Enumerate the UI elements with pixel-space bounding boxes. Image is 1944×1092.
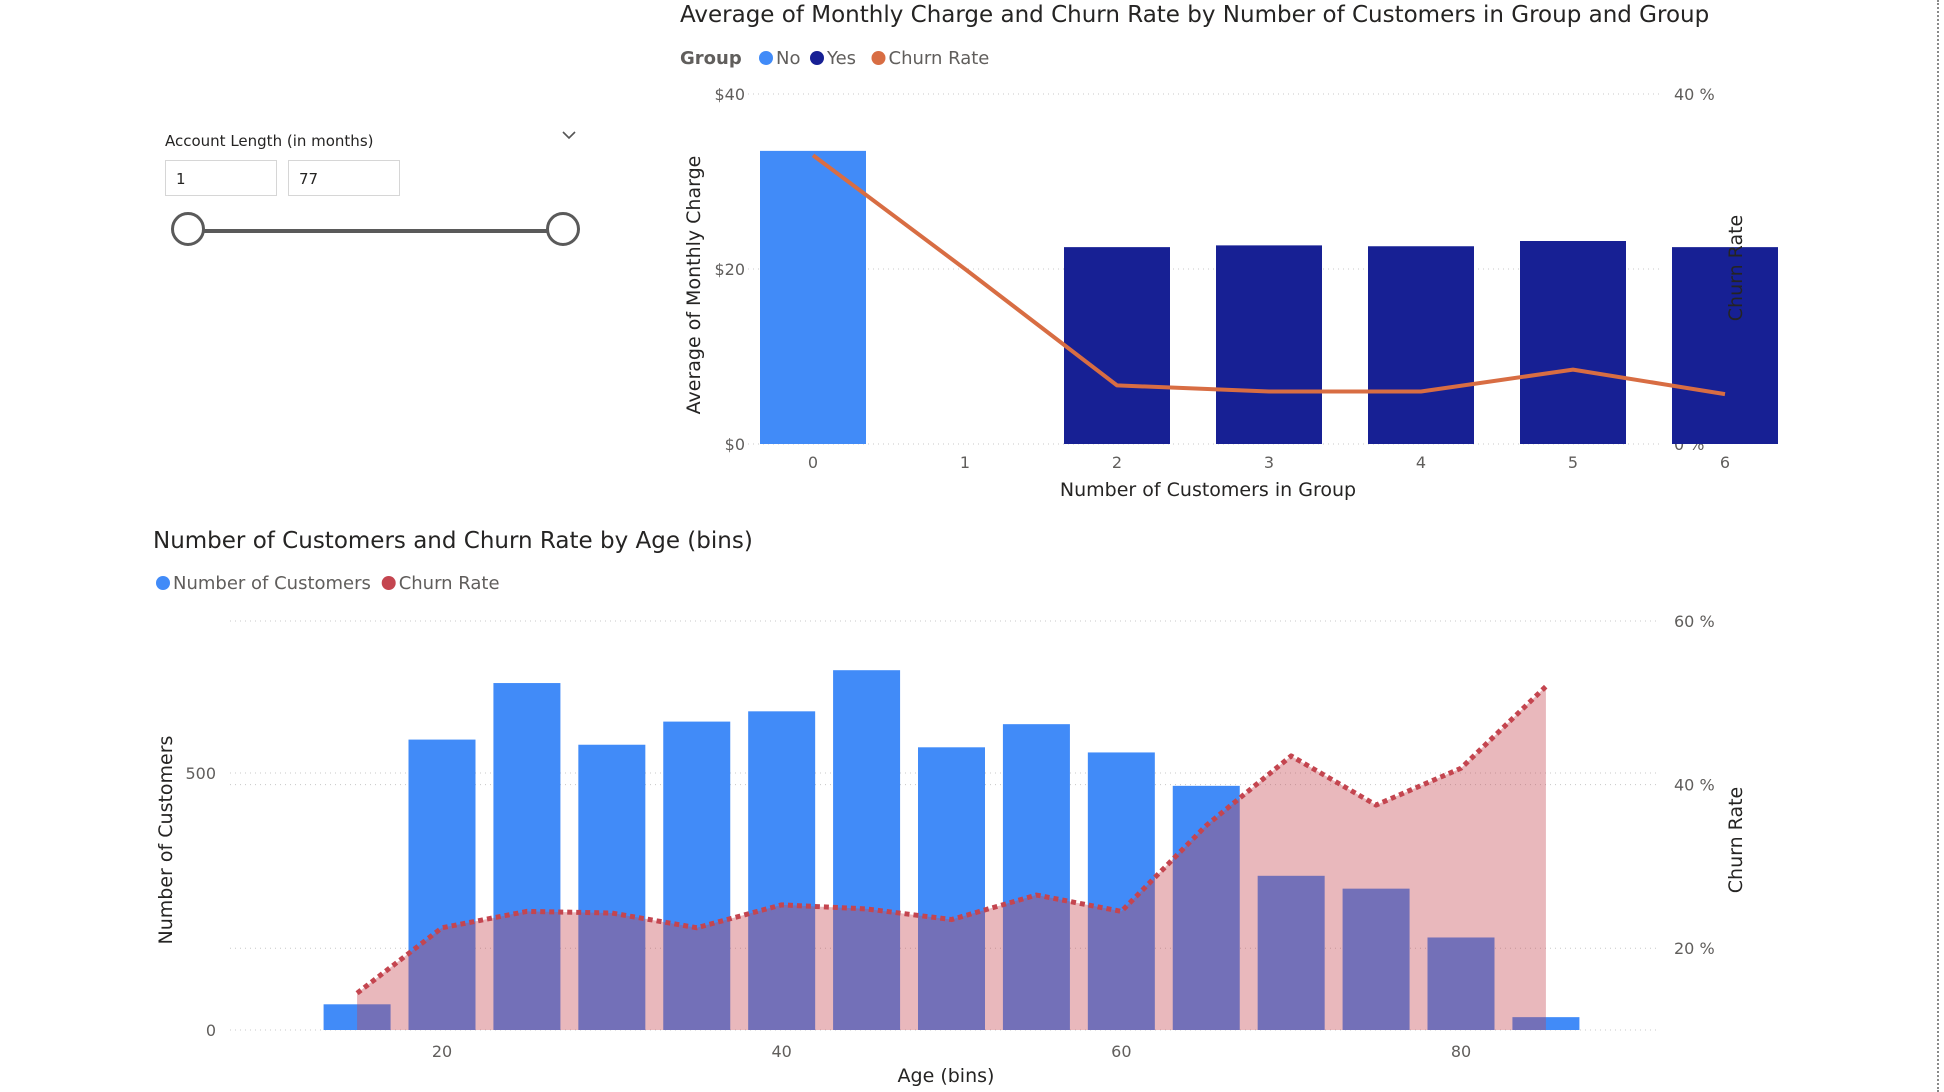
slider-max-handle[interactable]: [546, 212, 580, 246]
chart1-x-title: Number of Customers in Group: [1060, 479, 1356, 501]
chart2-bar-age-40: [748, 711, 816, 1030]
chart1-legend-marker-1: [810, 51, 824, 65]
chart2-churn-area: [357, 686, 1546, 1030]
min-value-input[interactable]: 1: [165, 160, 277, 196]
slider-track[interactable]: [188, 229, 564, 233]
chart2-y-tick-0: 0: [206, 1021, 216, 1040]
chart1-bar-yes-5: [1520, 241, 1626, 444]
chart1-legend-label-1: Yes: [826, 48, 856, 69]
chart2-bar-age-80: [1427, 937, 1495, 1030]
chart1-x-tick-4: 4: [1416, 453, 1426, 472]
chart1-gridlines: [748, 93, 1660, 445]
chart1-bar-yes-2: [1064, 247, 1170, 444]
chart2-legend-marker-1: [381, 576, 396, 590]
chart1-legend-label-2: Churn Rate: [889, 48, 990, 69]
chart1-legend-marker-2: [871, 51, 886, 65]
slider-min-handle[interactable]: [171, 212, 205, 246]
chart2-area: [355, 684, 1548, 1030]
chart2-y2-tick-1: 40 %: [1674, 776, 1715, 795]
chart2-y-tick-1: 500: [185, 764, 216, 783]
chart2-bar-age-15: [323, 1004, 391, 1030]
chart2-bar-age-25: [493, 683, 561, 1030]
chart2-x-title: Age (bins): [898, 1065, 995, 1087]
chart1-x-tick-1: 1: [960, 453, 970, 472]
chart1-y2-title: Churn Rate: [1725, 215, 1747, 321]
chart2-bar-age-20: [408, 739, 476, 1030]
chart1-bar-yes-3: [1216, 245, 1322, 444]
page-edge-divider: [1937, 0, 1939, 1092]
chart1-x-tick-3: 3: [1264, 453, 1274, 472]
chart2-bar-age-85: [1512, 1017, 1580, 1030]
age-chart: Number of Customers and Churn Rate by Ag…: [153, 528, 1747, 1087]
max-value-input[interactable]: 77: [288, 160, 400, 196]
chart2-y-title: Number of Customers: [155, 736, 177, 945]
chart2-churn-line: [355, 684, 1548, 996]
chart1-y-title: Average of Monthly Charge: [683, 156, 705, 415]
chart2-bars: [323, 670, 1580, 1030]
chart1-y-tick-0: $0: [725, 435, 745, 454]
chart1-y-tick-2: $40: [714, 85, 745, 104]
chart1-churn-line: [811, 153, 1726, 397]
chart2-title: Number of Customers and Churn Rate by Ag…: [153, 528, 753, 554]
chart2-bar-age-45: [833, 670, 901, 1030]
chart1-x-tick-5: 5: [1568, 453, 1578, 472]
chart2-x-tick-80: 80: [1451, 1042, 1471, 1061]
chart2-x-tick-60: 60: [1111, 1042, 1131, 1061]
chart2-y2-tick-0: 20 %: [1674, 939, 1715, 958]
chart1-y-axis: $0 $20 $40: [714, 85, 745, 454]
account-length-slicer[interactable]: Account Length (in months) 1 77: [160, 128, 580, 268]
chevron-down-icon[interactable]: [560, 126, 578, 144]
chart1-legend-title: Group: [680, 48, 742, 69]
group-chart: Average of Monthly Charge and Churn Rate…: [680, 2, 1778, 501]
chart1-title: Average of Monthly Charge and Churn Rate…: [680, 2, 1709, 28]
chart2-legend: Number of Customers Churn Rate: [156, 573, 500, 594]
chart1-x-tick-2: 2: [1112, 453, 1122, 472]
chart1-y2-tick-2: 40 %: [1674, 85, 1715, 104]
chart2-y-axis: 0 500: [185, 764, 216, 1040]
chart1-bars: [760, 150, 1778, 444]
chart1-legend-marker-0: [759, 51, 773, 65]
chart1-legend-label-0: No: [776, 48, 800, 69]
chart2-legend-label-1: Churn Rate: [399, 573, 500, 594]
chart2-bar-age-50: [918, 747, 985, 1030]
chart1-x-axis: 0 1 2 3 4 5 6: [808, 453, 1730, 472]
chart1-x-tick-0: 0: [808, 453, 818, 472]
chart2-bar-age-70: [1257, 875, 1325, 1030]
chart2-bar-age-35: [663, 721, 731, 1030]
chart1-bar-yes-4: [1368, 246, 1474, 444]
chart2-y2-axis: 20 % 40 % 60 %: [1674, 612, 1715, 958]
chart2-legend-marker-0: [156, 576, 170, 590]
chart2-bar-age-55: [1002, 724, 1070, 1030]
chart2-legend-label-0: Number of Customers: [173, 573, 371, 594]
chart2-bar-age-75: [1342, 888, 1410, 1030]
chart1-legend: No Yes Churn Rate: [759, 48, 989, 69]
chart2-bar-age-30: [578, 744, 646, 1030]
chart2-y2-title: Churn Rate: [1725, 787, 1747, 893]
chart1-y-tick-1: $20: [714, 260, 745, 279]
chart2-x-tick-20: 20: [432, 1042, 452, 1061]
chart1-line: [811, 153, 1726, 397]
chart1-x-tick-6: 6: [1720, 453, 1730, 472]
chart2-y2-tick-2: 60 %: [1674, 612, 1715, 631]
chart1-bar-yes-6: [1672, 247, 1778, 444]
chart1-bar-no-0: [760, 150, 866, 444]
slicer-title: Account Length (in months): [165, 132, 374, 150]
chart2-x-axis: 20 40 60 80: [432, 1042, 1471, 1061]
chart2-x-tick-40: 40: [771, 1042, 791, 1061]
